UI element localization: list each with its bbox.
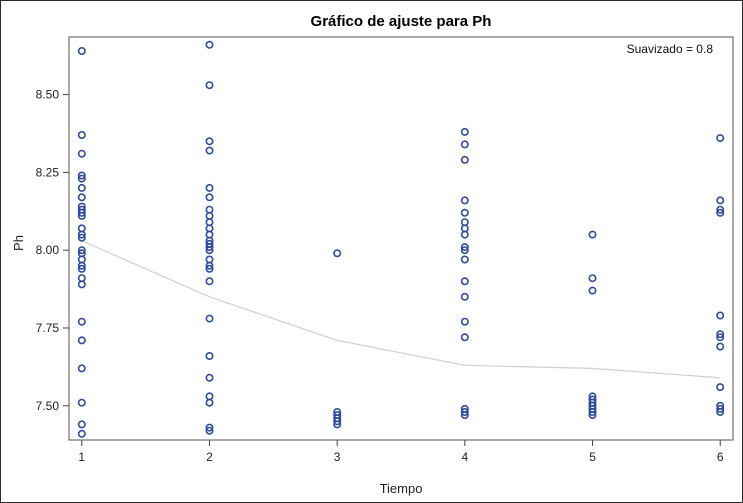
x-axis: 1 2 3 4 5 6 xyxy=(78,440,724,464)
data-point xyxy=(588,286,597,295)
y-tick-label: 7.75 xyxy=(36,321,60,335)
data-point xyxy=(460,411,469,420)
data-point xyxy=(205,243,214,252)
data-point xyxy=(205,277,214,286)
data-point xyxy=(77,193,86,202)
data-point xyxy=(205,146,214,155)
data-point xyxy=(588,230,597,239)
data-point xyxy=(77,131,86,140)
smoothing-annotation: Suavizado = 0.8 xyxy=(627,42,714,56)
data-point xyxy=(716,342,725,351)
data-point xyxy=(333,417,342,426)
smooth-fit-line xyxy=(81,240,721,379)
data-point xyxy=(460,208,469,217)
data-point xyxy=(716,205,725,214)
x-tick-label: 4 xyxy=(462,450,469,464)
data-point xyxy=(205,392,214,401)
data-point xyxy=(77,429,86,438)
data-point xyxy=(333,420,342,429)
data-point xyxy=(205,183,214,192)
smooth-line-layer xyxy=(81,240,721,379)
data-point xyxy=(716,404,725,413)
data-point xyxy=(460,243,469,252)
data-point xyxy=(205,373,214,382)
data-point xyxy=(77,246,86,255)
x-axis-label: Tiempo xyxy=(380,481,423,496)
data-point xyxy=(460,292,469,301)
data-point xyxy=(460,140,469,149)
data-point xyxy=(77,364,86,373)
y-tick-label: 8.00 xyxy=(36,243,60,257)
y-axis-label: Ph xyxy=(11,235,26,251)
data-point xyxy=(77,264,86,273)
data-point xyxy=(205,398,214,407)
data-point xyxy=(77,420,86,429)
data-point xyxy=(205,314,214,323)
x-tick-label: 6 xyxy=(717,450,724,464)
data-point xyxy=(77,233,86,242)
data-point xyxy=(77,183,86,192)
data-point xyxy=(205,193,214,202)
data-point xyxy=(460,255,469,264)
data-point xyxy=(77,230,86,239)
data-point xyxy=(77,317,86,326)
x-tick-label: 2 xyxy=(206,450,213,464)
data-point xyxy=(205,426,214,435)
data-point xyxy=(77,398,86,407)
data-point xyxy=(205,423,214,432)
data-point xyxy=(77,149,86,158)
data-point xyxy=(460,230,469,239)
data-point xyxy=(716,196,725,205)
x-tick-label: 3 xyxy=(334,450,341,464)
data-point xyxy=(77,208,86,217)
y-axis: 7.50 7.75 8.00 8.25 8.50 xyxy=(36,88,69,413)
x-tick-label: 1 xyxy=(78,450,85,464)
x-tick-label: 5 xyxy=(589,450,596,464)
data-point xyxy=(205,40,214,49)
data-point xyxy=(460,333,469,342)
data-point xyxy=(716,383,725,392)
data-point xyxy=(716,333,725,342)
data-point xyxy=(460,196,469,205)
data-point xyxy=(77,174,86,183)
chart-title: Gráfico de ajuste para Ph xyxy=(311,13,492,30)
data-point xyxy=(460,127,469,136)
data-point xyxy=(77,336,86,345)
data-point xyxy=(460,407,469,416)
data-point xyxy=(77,171,86,180)
data-point xyxy=(716,208,725,217)
data-point xyxy=(460,155,469,164)
data-point xyxy=(77,280,86,289)
data-point xyxy=(460,246,469,255)
data-point xyxy=(716,407,725,416)
y-tick-label: 8.50 xyxy=(36,88,60,102)
y-tick-label: 8.25 xyxy=(36,165,60,179)
data-point xyxy=(205,246,214,255)
data-point xyxy=(716,311,725,320)
data-point xyxy=(588,411,597,420)
data-point xyxy=(333,249,342,258)
data-point xyxy=(588,407,597,416)
data-point xyxy=(77,211,86,220)
data-point xyxy=(205,264,214,273)
data-point xyxy=(460,277,469,286)
point-layer xyxy=(77,40,725,438)
y-tick-label: 7.50 xyxy=(36,399,60,413)
data-point xyxy=(77,46,86,55)
plot-area xyxy=(68,36,734,441)
data-point xyxy=(205,137,214,146)
data-point xyxy=(716,134,725,143)
data-point xyxy=(716,330,725,339)
data-point xyxy=(460,317,469,326)
data-point xyxy=(205,81,214,90)
data-point xyxy=(588,274,597,283)
data-point xyxy=(205,351,214,360)
data-point xyxy=(77,261,86,270)
data-point xyxy=(205,261,214,270)
